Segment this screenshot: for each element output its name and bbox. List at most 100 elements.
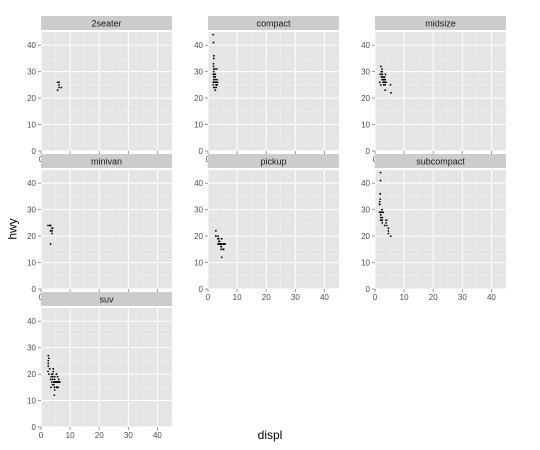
data-point bbox=[222, 243, 225, 245]
data-point bbox=[383, 81, 386, 84]
data-point bbox=[385, 219, 388, 222]
y-tick-label: 40 bbox=[361, 41, 370, 50]
x-tick-label: 40 bbox=[153, 431, 162, 440]
data-point bbox=[53, 394, 56, 397]
data-point bbox=[387, 232, 390, 235]
data-point bbox=[51, 383, 54, 386]
data-point bbox=[50, 375, 53, 378]
y-tick-label: 0 bbox=[32, 147, 37, 156]
data-point bbox=[52, 367, 55, 370]
y-tick-label: 0 bbox=[32, 285, 37, 294]
y-tick-label: 10 bbox=[194, 259, 203, 268]
y-tick-label: 20 bbox=[194, 232, 203, 241]
data-point bbox=[381, 219, 384, 222]
y-tick-label: 40 bbox=[194, 41, 203, 50]
data-point bbox=[383, 76, 386, 78]
y-tick-label: 0 bbox=[366, 285, 371, 294]
y-tick-label: 20 bbox=[361, 232, 370, 241]
data-point bbox=[51, 229, 53, 232]
data-point bbox=[58, 86, 60, 89]
data-point bbox=[384, 83, 387, 86]
facet-strip bbox=[375, 16, 506, 30]
data-point bbox=[379, 192, 382, 195]
data-point bbox=[220, 245, 223, 248]
data-point bbox=[212, 86, 215, 89]
data-point bbox=[381, 208, 383, 211]
data-point bbox=[216, 78, 218, 81]
y-tick-label: 40 bbox=[194, 179, 203, 188]
data-point bbox=[214, 235, 217, 238]
y-tick-label: 10 bbox=[27, 397, 36, 406]
data-point bbox=[49, 229, 52, 232]
y-tick-label: 40 bbox=[361, 179, 370, 188]
data-point bbox=[220, 248, 223, 251]
data-point bbox=[49, 386, 52, 389]
data-point bbox=[214, 89, 217, 92]
panel-background bbox=[208, 170, 339, 289]
y-tick-label: 20 bbox=[361, 94, 370, 103]
y-tick-label: 10 bbox=[27, 121, 36, 130]
data-point bbox=[51, 232, 53, 235]
data-point bbox=[216, 81, 219, 84]
data-point bbox=[387, 229, 390, 232]
y-tick-label: 30 bbox=[27, 68, 36, 77]
data-point bbox=[379, 211, 382, 214]
data-point bbox=[379, 179, 382, 182]
y-tick-label: 10 bbox=[361, 259, 370, 268]
y-tick-label: 20 bbox=[27, 94, 36, 103]
facet-panel-suv: suv 0 10 20 30 40 0 10 20 30 40 bbox=[27, 292, 172, 440]
x-tick-label: 0 bbox=[206, 293, 211, 302]
facet-strip bbox=[208, 154, 339, 168]
y-tick-label: 0 bbox=[199, 285, 204, 294]
data-point bbox=[212, 83, 215, 86]
facet-strip bbox=[208, 16, 339, 30]
data-point bbox=[212, 70, 215, 73]
data-point bbox=[379, 65, 382, 68]
data-point bbox=[214, 81, 217, 84]
x-tick-label: 30 bbox=[458, 293, 467, 302]
data-point bbox=[47, 359, 50, 362]
y-tick-label: 40 bbox=[27, 179, 36, 188]
data-point bbox=[379, 219, 382, 222]
data-point bbox=[52, 370, 55, 373]
data-point bbox=[383, 224, 386, 227]
data-point bbox=[48, 367, 51, 370]
y-tick-label: 40 bbox=[27, 41, 36, 50]
data-point bbox=[47, 354, 50, 357]
data-point bbox=[47, 373, 50, 376]
y-tick-label: 40 bbox=[27, 317, 36, 326]
facet-strip-label: subcompact bbox=[416, 157, 465, 167]
data-point bbox=[385, 221, 387, 224]
data-point bbox=[378, 203, 381, 206]
data-point bbox=[51, 375, 54, 378]
x-tick-label: 40 bbox=[487, 293, 496, 302]
data-point bbox=[214, 68, 216, 70]
data-point bbox=[49, 243, 52, 245]
data-point bbox=[216, 243, 219, 245]
data-point bbox=[216, 83, 218, 86]
data-point bbox=[54, 381, 57, 383]
data-point bbox=[385, 224, 388, 227]
data-point bbox=[381, 216, 384, 219]
x-tick-label: 30 bbox=[124, 431, 133, 440]
data-point bbox=[384, 89, 387, 92]
data-point bbox=[380, 70, 383, 73]
facet-strip-label: compact bbox=[256, 19, 291, 29]
data-point bbox=[220, 243, 223, 245]
data-point bbox=[389, 83, 392, 86]
data-point bbox=[47, 370, 49, 373]
panel-background bbox=[208, 32, 339, 151]
y-axis-title: hwy bbox=[5, 218, 20, 240]
data-point bbox=[56, 81, 59, 84]
facet-panel-pickup: pickup 0 10 20 30 40 0 10 20 30 40 bbox=[194, 154, 339, 302]
facet-strip-label: midsize bbox=[425, 19, 456, 29]
data-point bbox=[384, 78, 387, 81]
facet-strip bbox=[41, 292, 172, 306]
y-tick-label: 20 bbox=[194, 94, 203, 103]
facet-strip-label: suv bbox=[99, 295, 114, 305]
facet-strip bbox=[41, 154, 172, 168]
data-point bbox=[55, 373, 58, 376]
y-tick-label: 20 bbox=[27, 370, 36, 379]
facet-strip-label: minivan bbox=[91, 157, 122, 167]
